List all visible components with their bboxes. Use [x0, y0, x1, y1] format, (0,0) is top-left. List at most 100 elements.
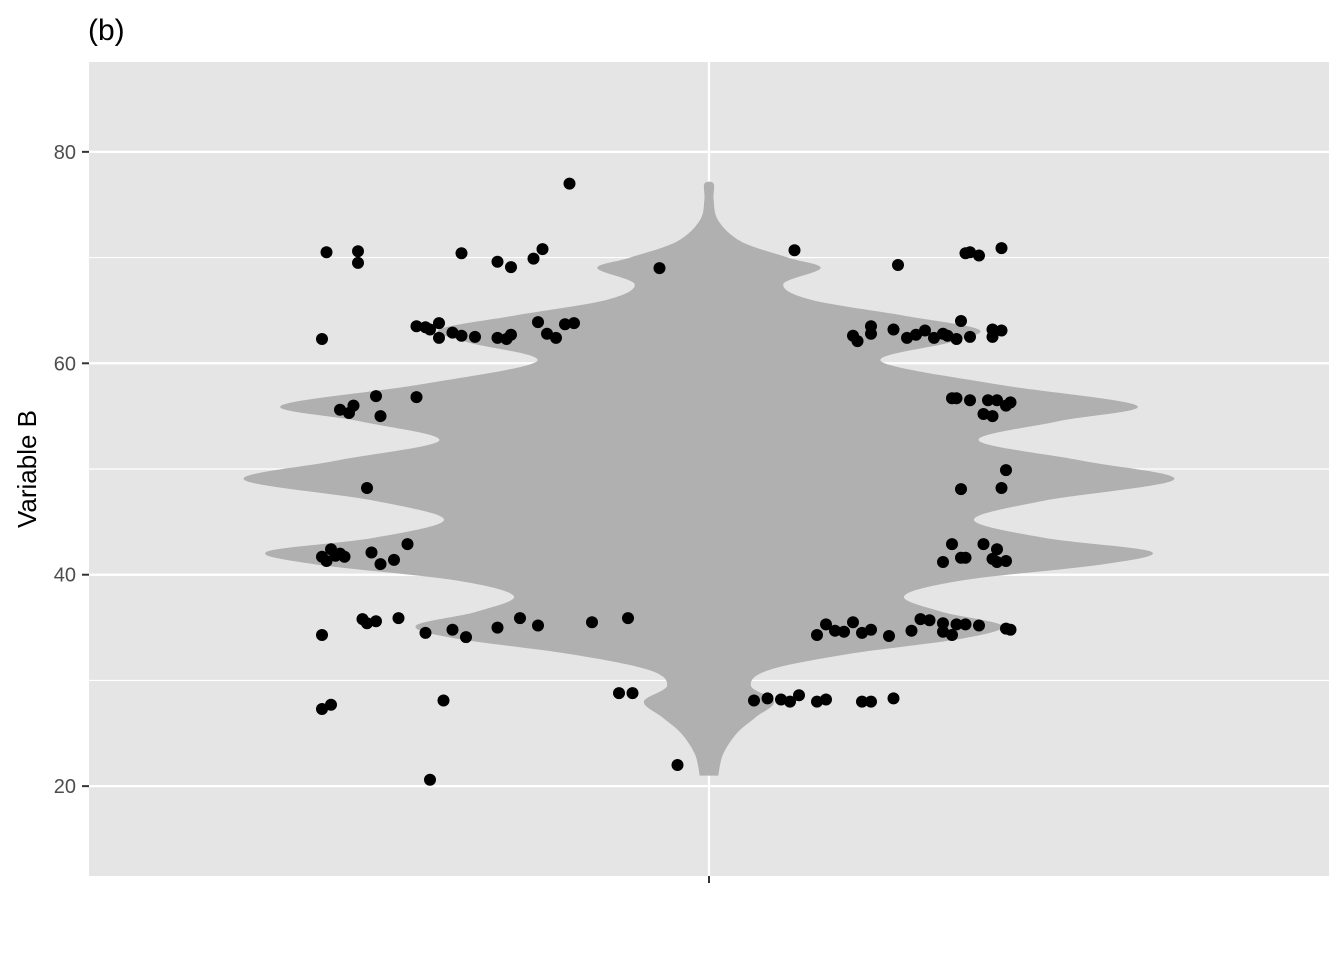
data-point: [914, 613, 927, 626]
data-point: [950, 618, 963, 631]
data-point: [887, 323, 900, 336]
data-point: [811, 695, 823, 708]
y-tick-label: 20: [54, 776, 76, 798]
data-point: [811, 629, 823, 641]
data-point: [973, 249, 985, 262]
data-point: [352, 245, 364, 258]
data-point: [946, 538, 958, 551]
data-point: [437, 694, 450, 707]
data-point: [320, 246, 333, 259]
data-point: [424, 773, 436, 786]
data-point: [1004, 396, 1017, 409]
data-point: [541, 327, 553, 340]
data-point: [959, 551, 972, 564]
panel-label: (b): [88, 14, 125, 47]
data-point: [388, 553, 400, 566]
data-point: [370, 615, 382, 628]
data-point: [856, 626, 868, 639]
data-point: [995, 324, 1008, 337]
data-point: [820, 693, 832, 706]
data-point: [1000, 555, 1012, 567]
data-point: [964, 330, 976, 343]
data-point: [937, 556, 949, 568]
data-point: [527, 252, 540, 265]
data-point: [775, 693, 787, 706]
data-point: [959, 618, 972, 631]
data-point: [532, 316, 544, 329]
data-point: [955, 315, 967, 327]
data-point: [460, 631, 472, 644]
data-point: [748, 694, 760, 707]
data-point: [941, 329, 954, 342]
data-point: [865, 327, 877, 340]
data-point: [838, 625, 850, 638]
data-point: [433, 331, 445, 344]
data-point: [622, 612, 634, 625]
data-point: [950, 333, 963, 345]
data-point: [923, 614, 936, 627]
data-point: [982, 394, 994, 407]
data-point: [851, 335, 864, 348]
y-tick-label: 60: [54, 353, 76, 375]
data-point: [986, 330, 999, 343]
data-point: [491, 621, 504, 634]
data-point: [316, 333, 328, 345]
data-point: [653, 262, 666, 275]
data-point: [995, 482, 1008, 494]
data-point: [374, 410, 387, 423]
data-point: [784, 695, 796, 708]
data-point: [788, 244, 801, 257]
data-point: [401, 538, 414, 551]
data-point: [905, 624, 918, 637]
data-point: [491, 255, 504, 268]
data-point: [455, 329, 468, 342]
data-point: [446, 326, 459, 339]
data-point: [325, 698, 337, 711]
data-point: [320, 555, 333, 567]
data-point: [316, 703, 328, 715]
data-point: [446, 623, 459, 636]
data-point: [469, 330, 481, 343]
data-point: [955, 483, 967, 496]
data-point: [995, 242, 1008, 255]
data-point: [919, 324, 931, 337]
data-point: [883, 630, 895, 642]
data-point: [865, 695, 877, 708]
data-point: [892, 259, 904, 271]
data-point: [361, 482, 373, 494]
data-point: [334, 403, 346, 416]
data-point: [793, 689, 805, 702]
data-point: [910, 328, 922, 341]
data-point: [586, 616, 598, 629]
data-point: [946, 629, 958, 641]
data-point: [950, 392, 963, 405]
y-tick-label: 80: [54, 142, 76, 164]
data-point: [410, 391, 423, 404]
data-point: [856, 695, 868, 708]
data-point: [563, 177, 576, 190]
data-point: [568, 317, 580, 330]
data-point: [365, 546, 378, 559]
data-point: [991, 543, 1003, 556]
data-point: [536, 243, 549, 256]
data-point: [986, 410, 999, 423]
data-point: [820, 618, 832, 631]
data-point: [316, 629, 328, 641]
data-point: [559, 318, 571, 331]
data-point: [410, 320, 423, 333]
data-point: [991, 394, 1003, 407]
data-point: [1004, 623, 1017, 636]
data-point: [937, 625, 949, 638]
data-point: [361, 617, 373, 630]
data-point: [338, 550, 351, 563]
data-point: [370, 390, 382, 403]
data-point: [761, 692, 774, 705]
data-point: [964, 246, 976, 259]
data-point: [847, 616, 859, 629]
data-point: [829, 624, 841, 637]
data-point: [887, 692, 900, 705]
data-point: [347, 399, 360, 412]
data-point: [433, 317, 445, 330]
data-point: [977, 538, 990, 551]
